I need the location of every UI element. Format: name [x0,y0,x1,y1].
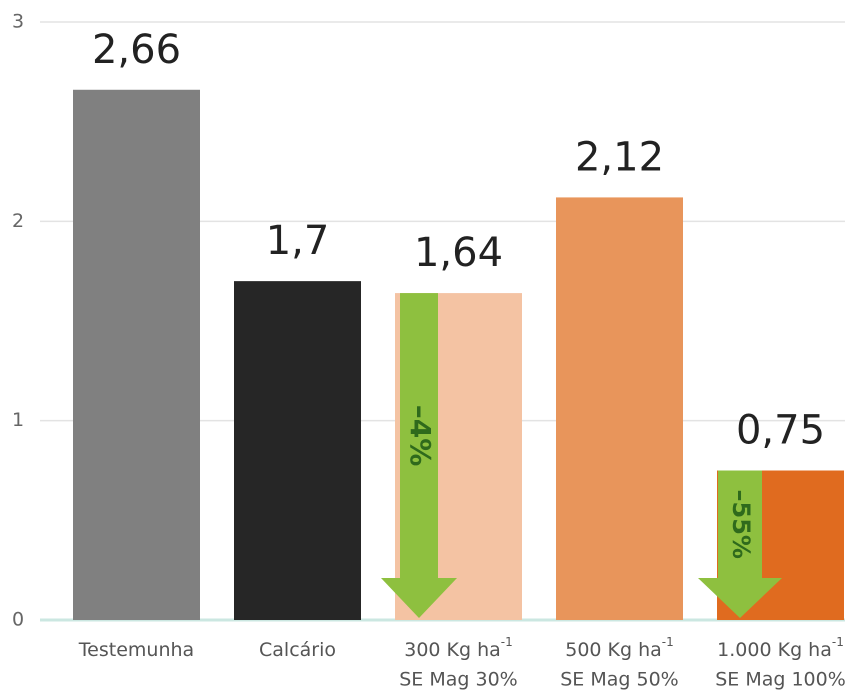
x-tick-label: Calcário [259,639,336,661]
x-tick-label-line2: SE Mag 100% [715,669,846,691]
value-label: 1,64 [414,230,503,276]
y-tick-label: 2 [12,210,24,232]
annotation: –55% [727,490,755,559]
arrow-shaft [718,470,762,579]
x-tick-label: 500 Kg ha-1 [565,635,674,661]
x-tick-label: Testemunha [78,639,194,661]
value-label: 2,12 [575,134,664,180]
x-tick-label-text: 500 Kg ha [565,639,662,661]
bar [73,89,200,621]
bar [556,197,683,620]
x-tick-label-text: 300 Kg ha [404,639,501,661]
x-tick-label-text: Testemunha [78,639,194,661]
y-tick-label: 3 [12,11,24,33]
value-label: 2,66 [92,27,181,73]
x-tick-label-text: Calcário [259,639,336,661]
y-tick-label: 1 [12,409,24,431]
y-tick-label: 0 [12,609,24,631]
x-tick-label-sup: -1 [501,635,513,649]
x-tick-label: 1.000 Kg ha-1 [717,635,844,661]
x-tick-label: 300 Kg ha-1 [404,635,513,661]
x-tick-label-line2: SE Mag 30% [399,669,517,691]
value-label: 0,75 [736,408,825,454]
arrow-shaft [400,293,438,579]
bar [234,281,361,620]
annotation: –4% [404,405,437,467]
value-label: 1,7 [266,218,330,264]
arrow-head [381,578,457,618]
x-tick-label-text: 1.000 Kg ha [717,639,832,661]
x-tick-label-sup: -1 [832,635,844,649]
x-tick-label-line2: SE Mag 50% [560,669,678,691]
arrow-head [698,578,782,618]
x-tick-label-sup: -1 [662,635,674,649]
